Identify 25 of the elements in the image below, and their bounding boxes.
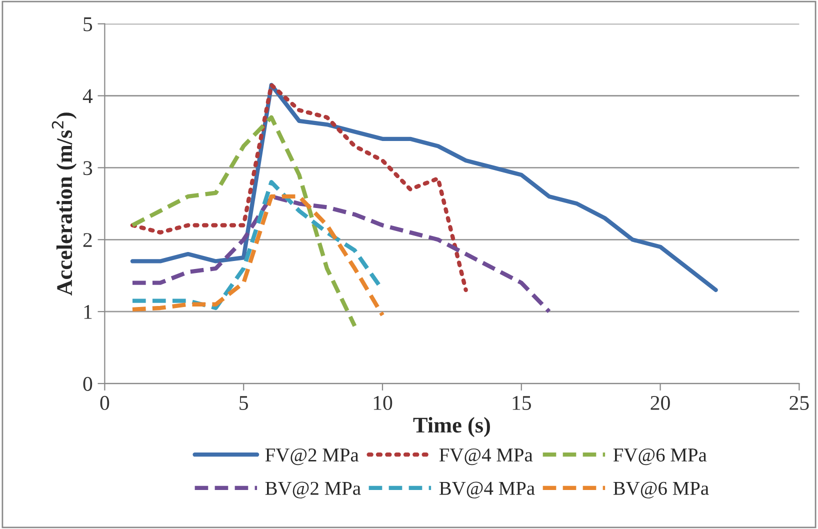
y-tick-label: 4 [82,89,93,103]
x-axis-title: Time (s) [413,417,490,438]
y-tick-label: 0 [83,376,92,391]
y-tick-label: 1 [84,305,92,319]
legend-label: FV@6 MPa [613,448,707,466]
x-tick-label: 0 [100,396,110,410]
line-series [130,194,552,314]
x-tick-label: 20 [650,396,670,410]
y-axis-title: Acceleration (m/s$^{2}$) [52,112,77,296]
legend-label: BV@6 MPa [613,482,709,498]
legend-label: FV@2 MPa [265,448,359,466]
x-tick-label: 15 [512,396,531,410]
x-tick-label: 5 [240,396,248,410]
legend-label: BV@2 MPa [265,482,361,498]
line-series [130,194,385,318]
y-tick-label: 3 [83,161,92,176]
y-tick-label: 2 [83,233,92,247]
legend-label: BV@4 MPa [439,482,535,498]
y-tick-label: 5 [84,17,92,32]
legend-label: FV@4 MPa [439,448,533,466]
line-series [130,115,357,328]
x-tick-label: 10 [374,396,392,410]
line-series [130,82,718,292]
line-series [130,82,468,292]
x-tick-label: 25 [790,396,809,410]
